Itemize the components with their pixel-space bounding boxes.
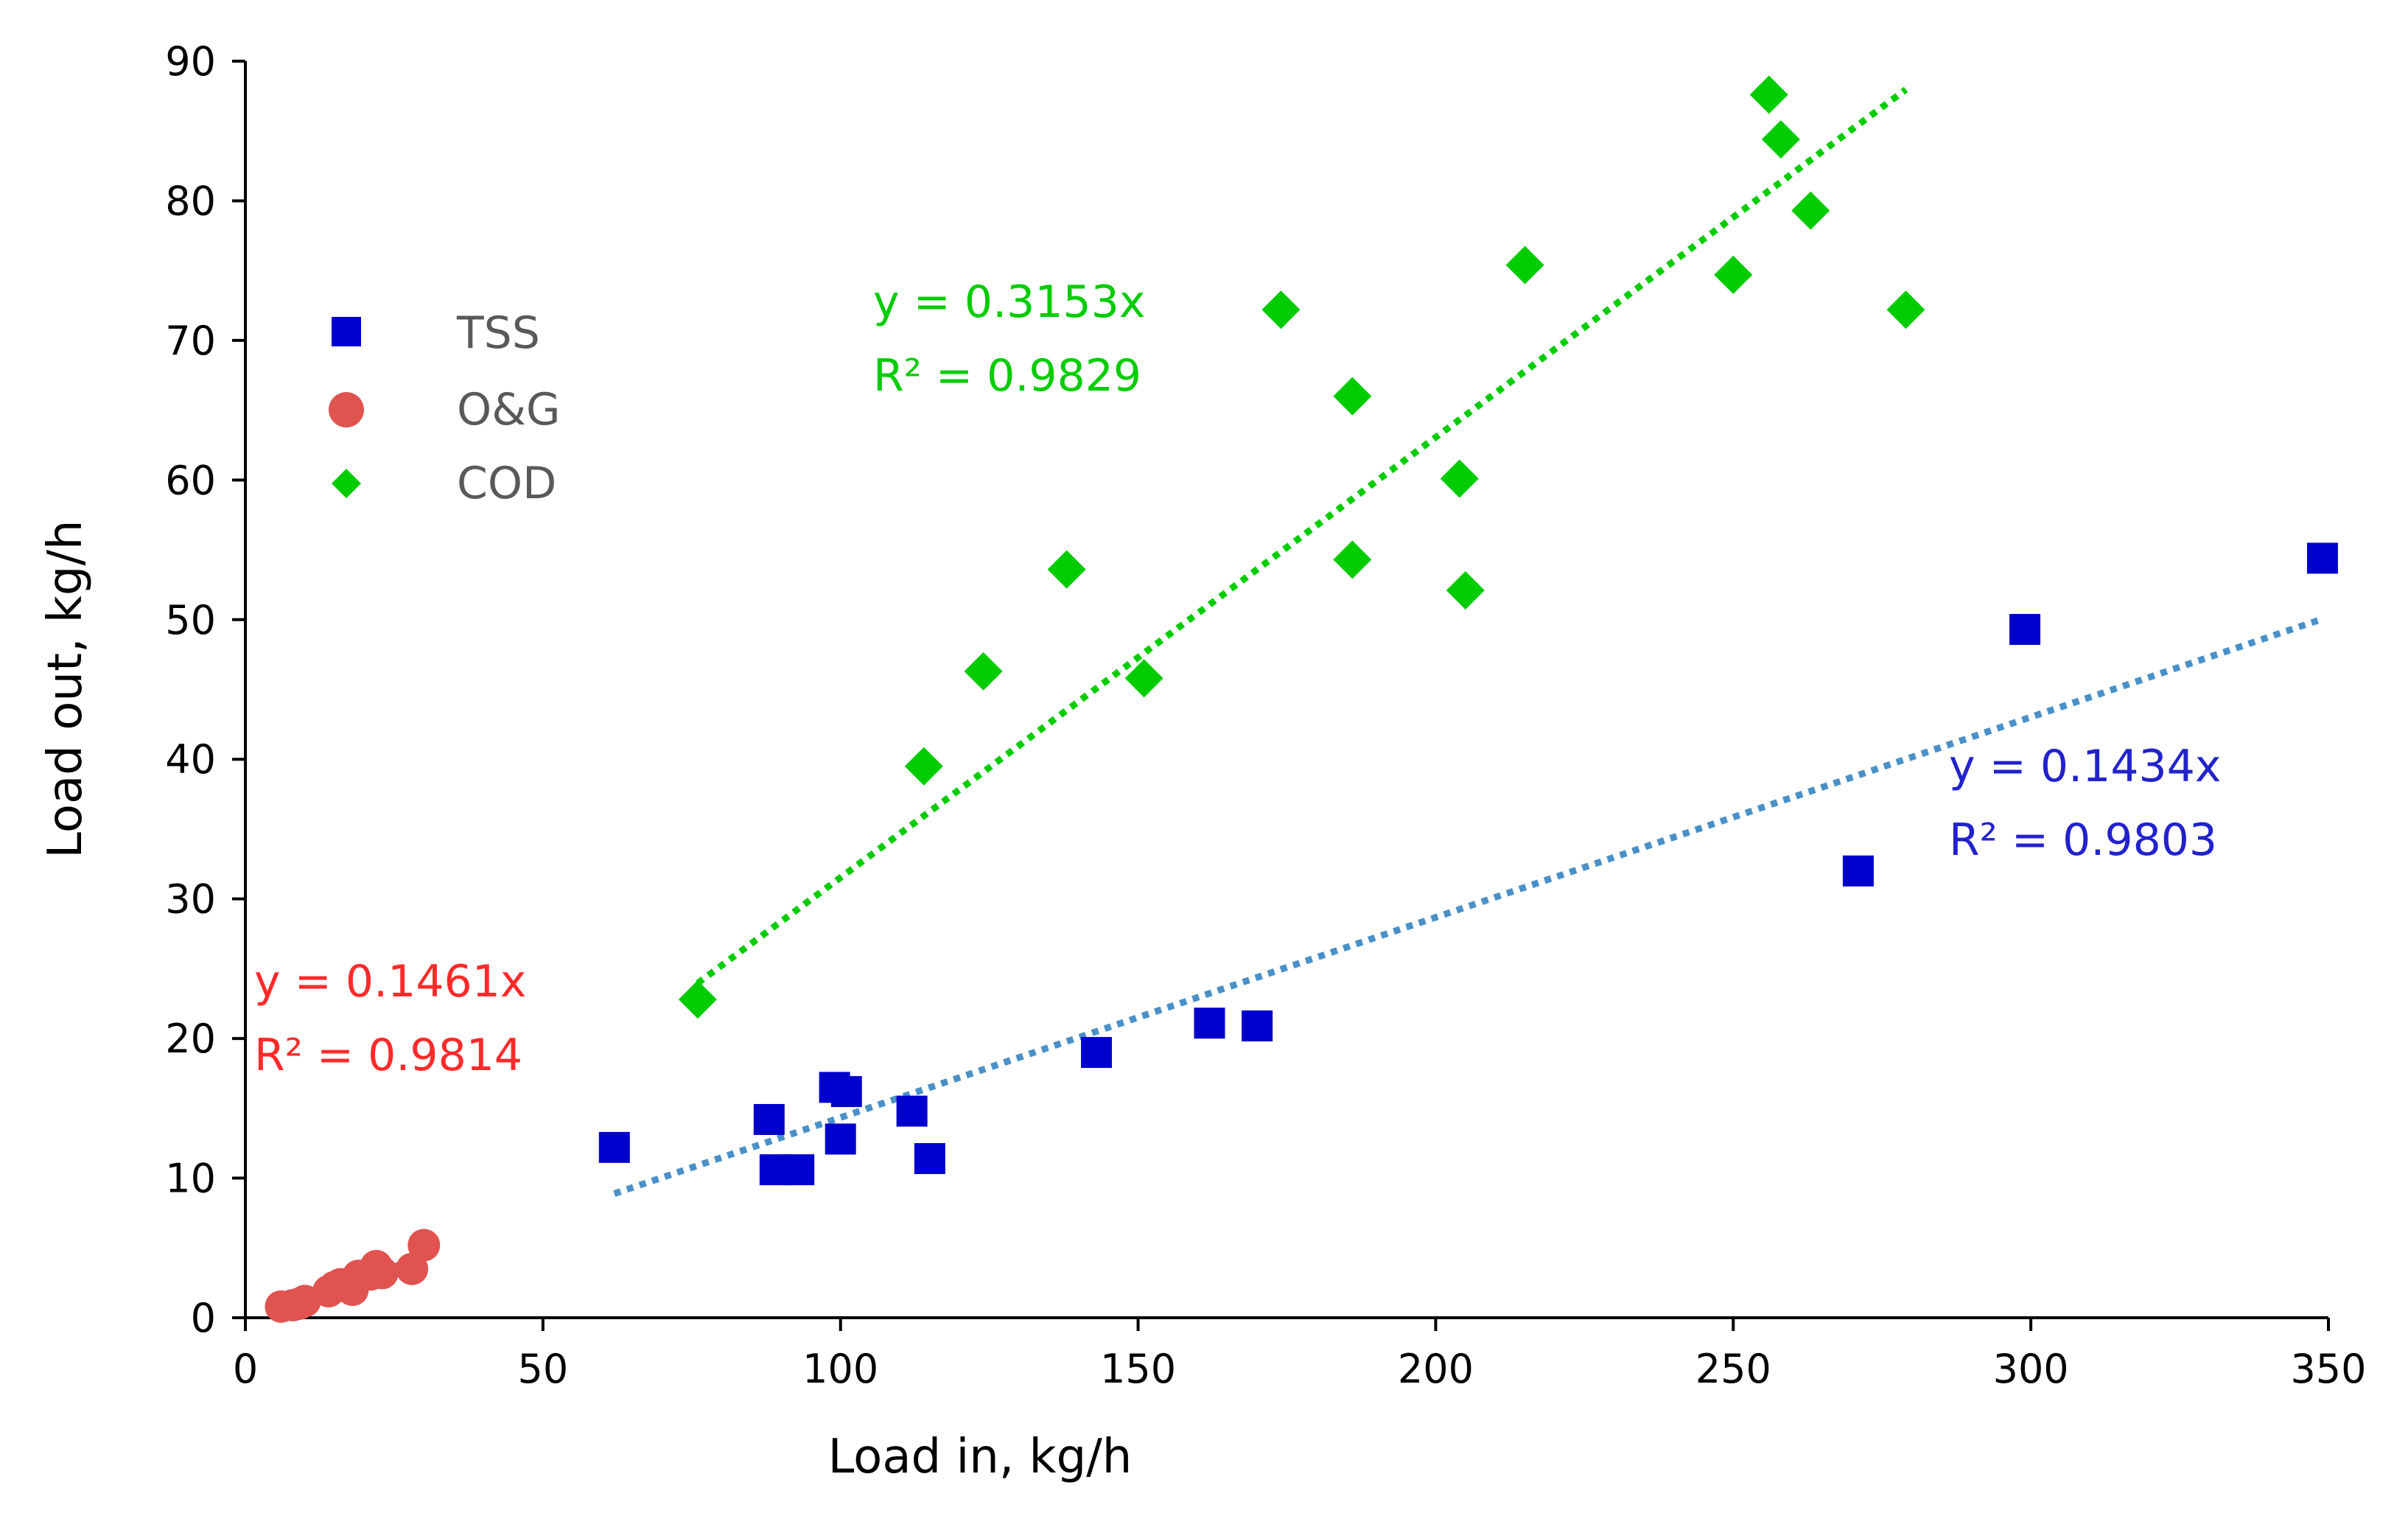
point-cod: [1761, 120, 1800, 159]
cod-r2: R² = 0.9829: [873, 350, 1141, 402]
legend-label-cod: COD: [457, 458, 556, 509]
x-tick-label: 250: [1695, 1346, 1771, 1392]
legend-marker-tss: [332, 317, 361, 346]
y-tick-label: 80: [165, 178, 216, 224]
trendline-tss: [613, 615, 2324, 1197]
point-tss: [896, 1095, 928, 1127]
y-tick-label: 60: [165, 457, 216, 503]
point-cod: [1749, 75, 1788, 114]
y-axis-title: Load out, kg/h: [38, 520, 93, 858]
trendline-cod: [696, 86, 1908, 986]
point-cod: [1124, 659, 1163, 698]
point-cod: [1505, 245, 1544, 284]
x-tick-label: 0: [233, 1346, 258, 1392]
x-tick-label: 150: [1100, 1346, 1176, 1392]
point-cod: [964, 652, 1003, 691]
cod-equation: y = 0.3153x: [873, 276, 1145, 328]
trendline-layer: [280, 86, 2324, 1309]
point-cod: [1446, 570, 1485, 609]
point-cod: [1047, 550, 1086, 589]
point-cod: [1440, 459, 1479, 498]
point-tss: [783, 1154, 815, 1186]
legend-marker-cod: [332, 469, 361, 498]
point-tss: [598, 1131, 630, 1163]
y-tick-label: 50: [165, 597, 216, 643]
legend-marker-og: [329, 392, 364, 427]
x-axis-title: Load in, kg/h: [828, 1430, 1133, 1484]
tss-equation: y = 0.1434x: [1949, 741, 2221, 792]
y-tick-label: 0: [191, 1295, 216, 1341]
x-tick-label: 350: [2290, 1346, 2366, 1392]
point-tss: [1842, 855, 1874, 887]
x-tick-label: 200: [1398, 1346, 1474, 1392]
data-points: [265, 75, 2338, 1323]
og-r2: R² = 0.9814: [254, 1030, 522, 1081]
x-tick-label: 100: [802, 1346, 878, 1392]
x-tick-label: 50: [517, 1346, 568, 1392]
tss-r2: R² = 0.9803: [1949, 814, 2217, 866]
point-cod: [1714, 255, 1753, 294]
y-tick-label: 20: [165, 1016, 216, 1062]
point-tss: [1194, 1007, 1225, 1039]
y-tick-label: 90: [165, 38, 216, 85]
point-tss: [2009, 614, 2041, 646]
y-tick-label: 10: [165, 1156, 216, 1202]
point-og: [365, 1257, 399, 1290]
y-tick-label: 70: [165, 318, 216, 364]
point-cod: [1791, 191, 1830, 230]
point-cod: [1333, 377, 1372, 416]
point-tss: [2306, 542, 2338, 574]
y-tick-label: 40: [165, 736, 216, 783]
point-og: [407, 1229, 441, 1262]
point-tss: [825, 1123, 856, 1155]
axes: 0 10 20 30 40 50 60 70 80 90 0 50 100 150 200 250 300 350: [165, 38, 2366, 1392]
y-tick-label: 30: [165, 876, 216, 923]
point-tss: [753, 1103, 785, 1135]
point-cod: [678, 980, 717, 1019]
og-equation: y = 0.1461x: [254, 956, 526, 1007]
legend-label-og: O&G: [457, 384, 561, 436]
legend-label-tss: TSS: [456, 307, 540, 359]
point-cod: [1886, 290, 1925, 329]
point-cod: [1261, 290, 1301, 329]
point-tss: [830, 1076, 862, 1108]
x-tick-label: 300: [1993, 1346, 2069, 1392]
point-cod: [1333, 540, 1372, 579]
point-tss: [1081, 1037, 1113, 1069]
point-tss: [914, 1143, 945, 1175]
point-cod: [904, 747, 943, 786]
equation-annotations: y = 0.3153x R² = 0.9829 y = 0.1434x R² =…: [254, 276, 2221, 1081]
legend: TSS O&G COD: [329, 307, 561, 509]
point-tss: [1242, 1010, 1273, 1042]
